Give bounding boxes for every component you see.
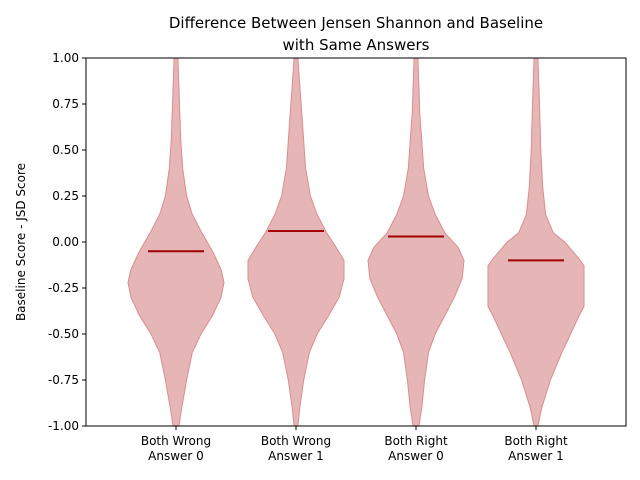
- violin-2: [247, 57, 345, 427]
- y-tick-label: -1.00: [48, 419, 79, 433]
- y-tick-label: 0.75: [52, 97, 79, 111]
- y-tick-label: -0.25: [48, 281, 79, 295]
- y-tick-label: 0.50: [52, 143, 79, 157]
- violin-1: [127, 57, 225, 427]
- y-tick-label: 0.00: [52, 235, 79, 249]
- y-tick-label: -0.75: [48, 373, 79, 387]
- y-tick-label: 0.25: [52, 189, 79, 203]
- x-tick-label: Both Right: [384, 434, 448, 448]
- violin-4: [487, 57, 585, 427]
- x-tick-label: Both Wrong: [141, 434, 211, 448]
- median-lines: [148, 229, 564, 262]
- chart-title-line-1: Difference Between Jensen Shannon and Ba…: [169, 14, 543, 32]
- x-tick-label: Answer 0: [148, 449, 204, 463]
- x-tick-label: Answer 1: [508, 449, 564, 463]
- x-tick-label: Answer 0: [388, 449, 444, 463]
- x-tick-label: Answer 1: [268, 449, 324, 463]
- chart-title-line-2: with Same Answers: [283, 36, 430, 54]
- violin-3: [367, 57, 465, 427]
- x-tick-label: Both Right: [504, 434, 568, 448]
- violins: [127, 57, 585, 427]
- y-tick-label: 1.00: [52, 51, 79, 65]
- y-axis: -1.00 -0.75 -0.50 -0.25 0.00 0.25 0.50 0.75 1.00: [48, 51, 86, 433]
- y-axis-label: Baseline Score - JSD Score: [14, 163, 28, 321]
- x-tick-label: Both Wrong: [261, 434, 331, 448]
- y-tick-label: -0.50: [48, 327, 79, 341]
